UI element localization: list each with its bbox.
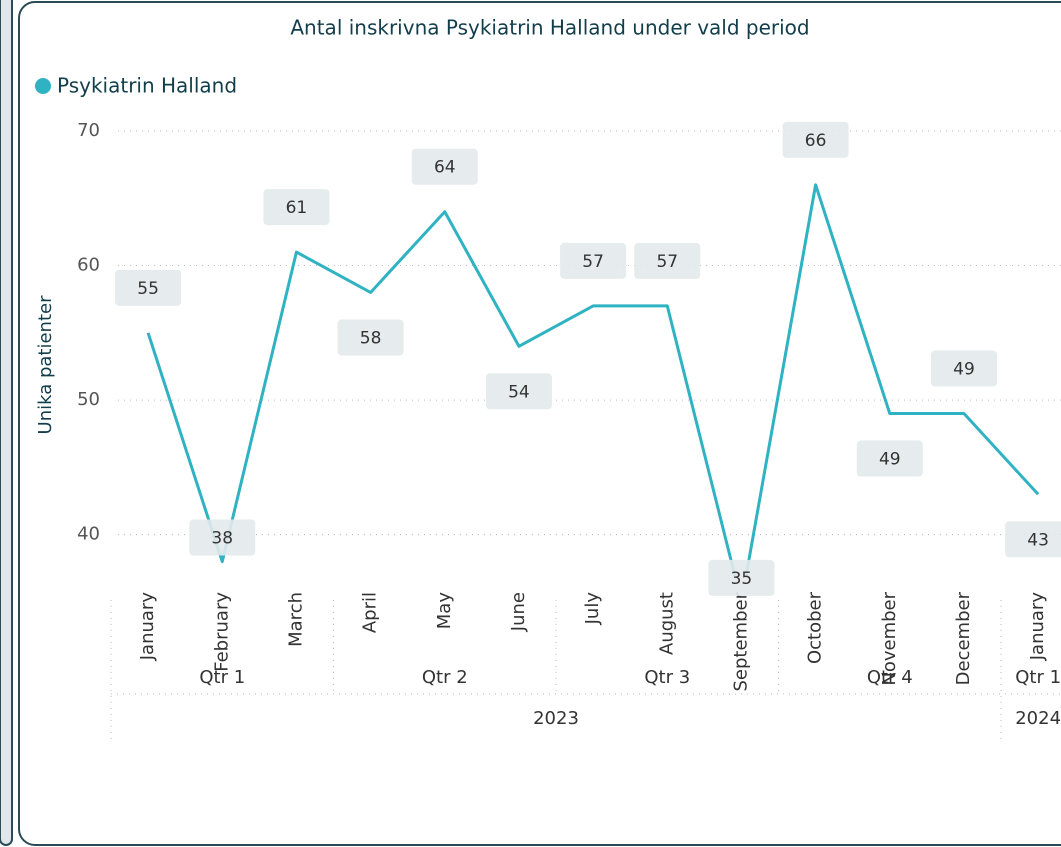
x-tick-label: May bbox=[434, 592, 455, 630]
data-label-box bbox=[189, 519, 256, 556]
y-axis-label: Unika patienter bbox=[35, 295, 56, 435]
y-tick-label: 50 bbox=[77, 389, 100, 410]
side-panel bbox=[0, 0, 13, 846]
x-tick-label: February bbox=[211, 592, 232, 672]
quarter-label: Qtr 2 bbox=[422, 667, 468, 688]
data-label: 66 bbox=[805, 131, 827, 151]
y-tick-label: 40 bbox=[77, 524, 100, 545]
x-tick-label: April bbox=[360, 592, 381, 633]
y-tick-label: 70 bbox=[77, 120, 100, 141]
data-label: 58 bbox=[360, 328, 382, 348]
data-label: 64 bbox=[434, 158, 456, 178]
data-label: 55 bbox=[137, 279, 159, 299]
data-label-box bbox=[856, 440, 923, 477]
line-series bbox=[146, 183, 1040, 576]
data-label-box bbox=[485, 373, 552, 410]
chart-title: Antal inskrivna Psykiatrin Halland under… bbox=[290, 16, 809, 40]
quarter-label: Qtr 4 bbox=[867, 667, 913, 688]
data-label-box bbox=[560, 242, 627, 279]
x-tick-label: August bbox=[656, 592, 677, 655]
data-label: 61 bbox=[286, 198, 308, 218]
year-label: 2023 bbox=[533, 708, 579, 729]
y-tick-label: 60 bbox=[77, 255, 100, 276]
x-tick-label: June bbox=[508, 592, 529, 632]
data-label: 35 bbox=[731, 569, 753, 589]
data-label: 57 bbox=[656, 252, 678, 272]
data-label-box bbox=[263, 189, 330, 226]
data-label-box bbox=[634, 242, 701, 279]
data-label: 57 bbox=[582, 252, 604, 272]
legend-marker bbox=[35, 78, 51, 94]
quarter-label: Qtr 1 bbox=[199, 667, 245, 688]
x-tick-label: October bbox=[805, 591, 826, 664]
data-label: 49 bbox=[879, 450, 901, 470]
x-tick-label: September bbox=[730, 591, 751, 691]
data-label: 49 bbox=[953, 360, 975, 380]
data-label-box bbox=[337, 319, 404, 356]
x-tick-label: November bbox=[879, 591, 900, 685]
data-label: 54 bbox=[508, 382, 530, 402]
x-tick-label: January bbox=[1027, 592, 1048, 662]
x-tick-label: July bbox=[582, 592, 603, 626]
data-label-box bbox=[1005, 521, 1061, 558]
data-label: 38 bbox=[211, 529, 233, 549]
data-label-box bbox=[115, 269, 182, 306]
year-label: 2024 bbox=[1015, 708, 1061, 729]
data-label-box bbox=[708, 559, 775, 596]
quarter-label: Qtr 3 bbox=[644, 667, 690, 688]
quarter-label: Qtr 1 bbox=[1015, 667, 1061, 688]
x-tick-label: December bbox=[953, 591, 974, 685]
x-tick-label: January bbox=[137, 592, 158, 662]
legend-label: Psykiatrin Halland bbox=[57, 74, 237, 98]
data-label: 43 bbox=[1027, 530, 1049, 550]
data-label-box bbox=[782, 121, 849, 158]
data-label-box bbox=[411, 148, 478, 185]
data-label-box bbox=[930, 350, 997, 387]
x-tick-label: March bbox=[285, 592, 306, 647]
